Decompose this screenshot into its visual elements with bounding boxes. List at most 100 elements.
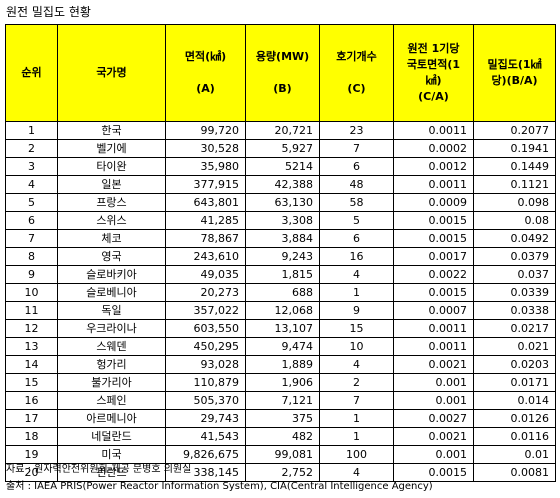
country-cell: 불가리아: [57, 373, 166, 392]
table-row: 20 핀란드 338,145 2,752 4 0.0015 0.0081: [5, 463, 556, 482]
table-header-row: 순위 국가명 면적(㎢) (A) 용량(MW) (B) 호기개수 (C) 원전 …: [5, 24, 556, 122]
table-row: 2 벨기에 30,528 5,927 7 0.0002 0.1941: [5, 139, 556, 158]
density-cell: 0.014: [473, 391, 556, 410]
density-cell: 0.0126: [473, 409, 556, 428]
header-area: 면적(㎢) (A): [165, 24, 246, 122]
header-density-line2: 당)(B/A): [491, 74, 538, 87]
area-cell: 41,543: [165, 427, 246, 446]
rank-cell: 16: [5, 391, 58, 410]
header-country: 국가명: [57, 24, 166, 122]
capacity-cell: 13,107: [245, 319, 320, 338]
header-units: 호기개수 (C): [319, 24, 394, 122]
rank-cell: 11: [5, 301, 58, 320]
country-cell: 스페인: [57, 391, 166, 410]
capacity-cell: 3,884: [245, 229, 320, 248]
table-row: 15 불가리아 110,879 1,906 2 0.001 0.0171: [5, 373, 556, 392]
density-cell: 0.08: [473, 211, 556, 230]
area-cell: 338,145: [165, 463, 246, 482]
units-cell: 15: [319, 319, 394, 338]
units-cell: 2: [319, 373, 394, 392]
country-cell: 슬로바키아: [57, 265, 166, 284]
country-cell: 영국: [57, 247, 166, 266]
rank-cell: 6: [5, 211, 58, 230]
capacity-cell: 482: [245, 427, 320, 446]
capacity-cell: 9,474: [245, 337, 320, 356]
density-cell: 0.0338: [473, 301, 556, 320]
density-cell: 0.098: [473, 193, 556, 212]
capacity-cell: 7,121: [245, 391, 320, 410]
header-rank: 순위: [5, 24, 58, 122]
rank-cell: 7: [5, 229, 58, 248]
country-cell: 미국: [57, 445, 166, 464]
rank-cell: 14: [5, 355, 58, 374]
area-per-unit-cell: 0.0021: [393, 427, 474, 446]
country-cell: 헝가리: [57, 355, 166, 374]
area-per-unit-cell: 0.0012: [393, 157, 474, 176]
rank-cell: 19: [5, 445, 58, 464]
table-row: 3 타이완 35,980 5214 6 0.0012 0.1449: [5, 157, 556, 176]
units-cell: 6: [319, 229, 394, 248]
capacity-cell: 20,721: [245, 121, 320, 140]
density-cell: 0.01: [473, 445, 556, 464]
table-row: 11 독일 357,022 12,068 9 0.0007 0.0338: [5, 301, 556, 320]
units-cell: 6: [319, 157, 394, 176]
area-cell: 603,550: [165, 319, 246, 338]
area-cell: 20,273: [165, 283, 246, 302]
rank-cell: 20: [5, 463, 58, 482]
units-cell: 23: [319, 121, 394, 140]
table-row: 19 미국 9,826,675 99,081 100 0.001 0.01: [5, 445, 556, 464]
area-per-unit-cell: 0.001: [393, 445, 474, 464]
country-cell: 아르메니아: [57, 409, 166, 428]
header-area-per-unit-line3: ㎢): [425, 74, 442, 87]
header-density-line1: 밀집도(1㎢: [487, 58, 542, 71]
rank-cell: 9: [5, 265, 58, 284]
area-per-unit-cell: 0.0022: [393, 265, 474, 284]
table-row: 6 스위스 41,285 3,308 5 0.0015 0.08: [5, 211, 556, 230]
table-row: 10 슬로베니아 20,273 688 1 0.0015 0.0339: [5, 283, 556, 302]
country-cell: 프랑스: [57, 193, 166, 212]
area-per-unit-cell: 0.0007: [393, 301, 474, 320]
table-row: 14 헝가리 93,028 1,889 4 0.0021 0.0203: [5, 355, 556, 374]
capacity-cell: 9,243: [245, 247, 320, 266]
area-cell: 357,022: [165, 301, 246, 320]
units-cell: 48: [319, 175, 394, 194]
area-per-unit-cell: 0.0021: [393, 355, 474, 374]
area-per-unit-cell: 0.0017: [393, 247, 474, 266]
header-area-per-unit-line1: 원전 1기당: [407, 42, 460, 55]
units-cell: 10: [319, 337, 394, 356]
header-units-label: 호기개수: [336, 50, 377, 63]
rank-cell: 3: [5, 157, 58, 176]
area-per-unit-cell: 0.0027: [393, 409, 474, 428]
header-area-unit: (A): [196, 82, 215, 95]
area-per-unit-cell: 0.0011: [393, 319, 474, 338]
header-area-per-unit-line4: (C/A): [418, 90, 449, 103]
rank-cell: 4: [5, 175, 58, 194]
rank-cell: 2: [5, 139, 58, 158]
density-cell: 0.1941: [473, 139, 556, 158]
units-cell: 4: [319, 463, 394, 482]
area-per-unit-cell: 0.0011: [393, 337, 474, 356]
page-title: 원전 밀집도 현황: [6, 5, 91, 19]
area-cell: 243,610: [165, 247, 246, 266]
table-row: 8 영국 243,610 9,243 16 0.0017 0.0379: [5, 247, 556, 266]
capacity-cell: 42,388: [245, 175, 320, 194]
country-cell: 타이완: [57, 157, 166, 176]
country-cell: 우크라이나: [57, 319, 166, 338]
density-cell: 0.0081: [473, 463, 556, 482]
table-body: 1 한국 99,720 20,721 23 0.0011 0.2077 2 벨기에 30,528 5…: [5, 121, 556, 482]
table-row: 17 아르메니아 29,743 375 1 0.0027 0.0126: [5, 409, 556, 428]
country-cell: 스위스: [57, 211, 166, 230]
country-cell: 한국: [57, 121, 166, 140]
table-row: 16 스페인 505,370 7,121 7 0.001 0.014: [5, 391, 556, 410]
capacity-cell: 5,927: [245, 139, 320, 158]
country-cell: 독일: [57, 301, 166, 320]
rank-cell: 5: [5, 193, 58, 212]
area-per-unit-cell: 0.001: [393, 373, 474, 392]
area-per-unit-cell: 0.0011: [393, 121, 474, 140]
country-cell: 벨기에: [57, 139, 166, 158]
area-cell: 41,285: [165, 211, 246, 230]
area-per-unit-cell: 0.0015: [393, 211, 474, 230]
units-cell: 4: [319, 265, 394, 284]
area-cell: 49,035: [165, 265, 246, 284]
density-cell: 0.0171: [473, 373, 556, 392]
